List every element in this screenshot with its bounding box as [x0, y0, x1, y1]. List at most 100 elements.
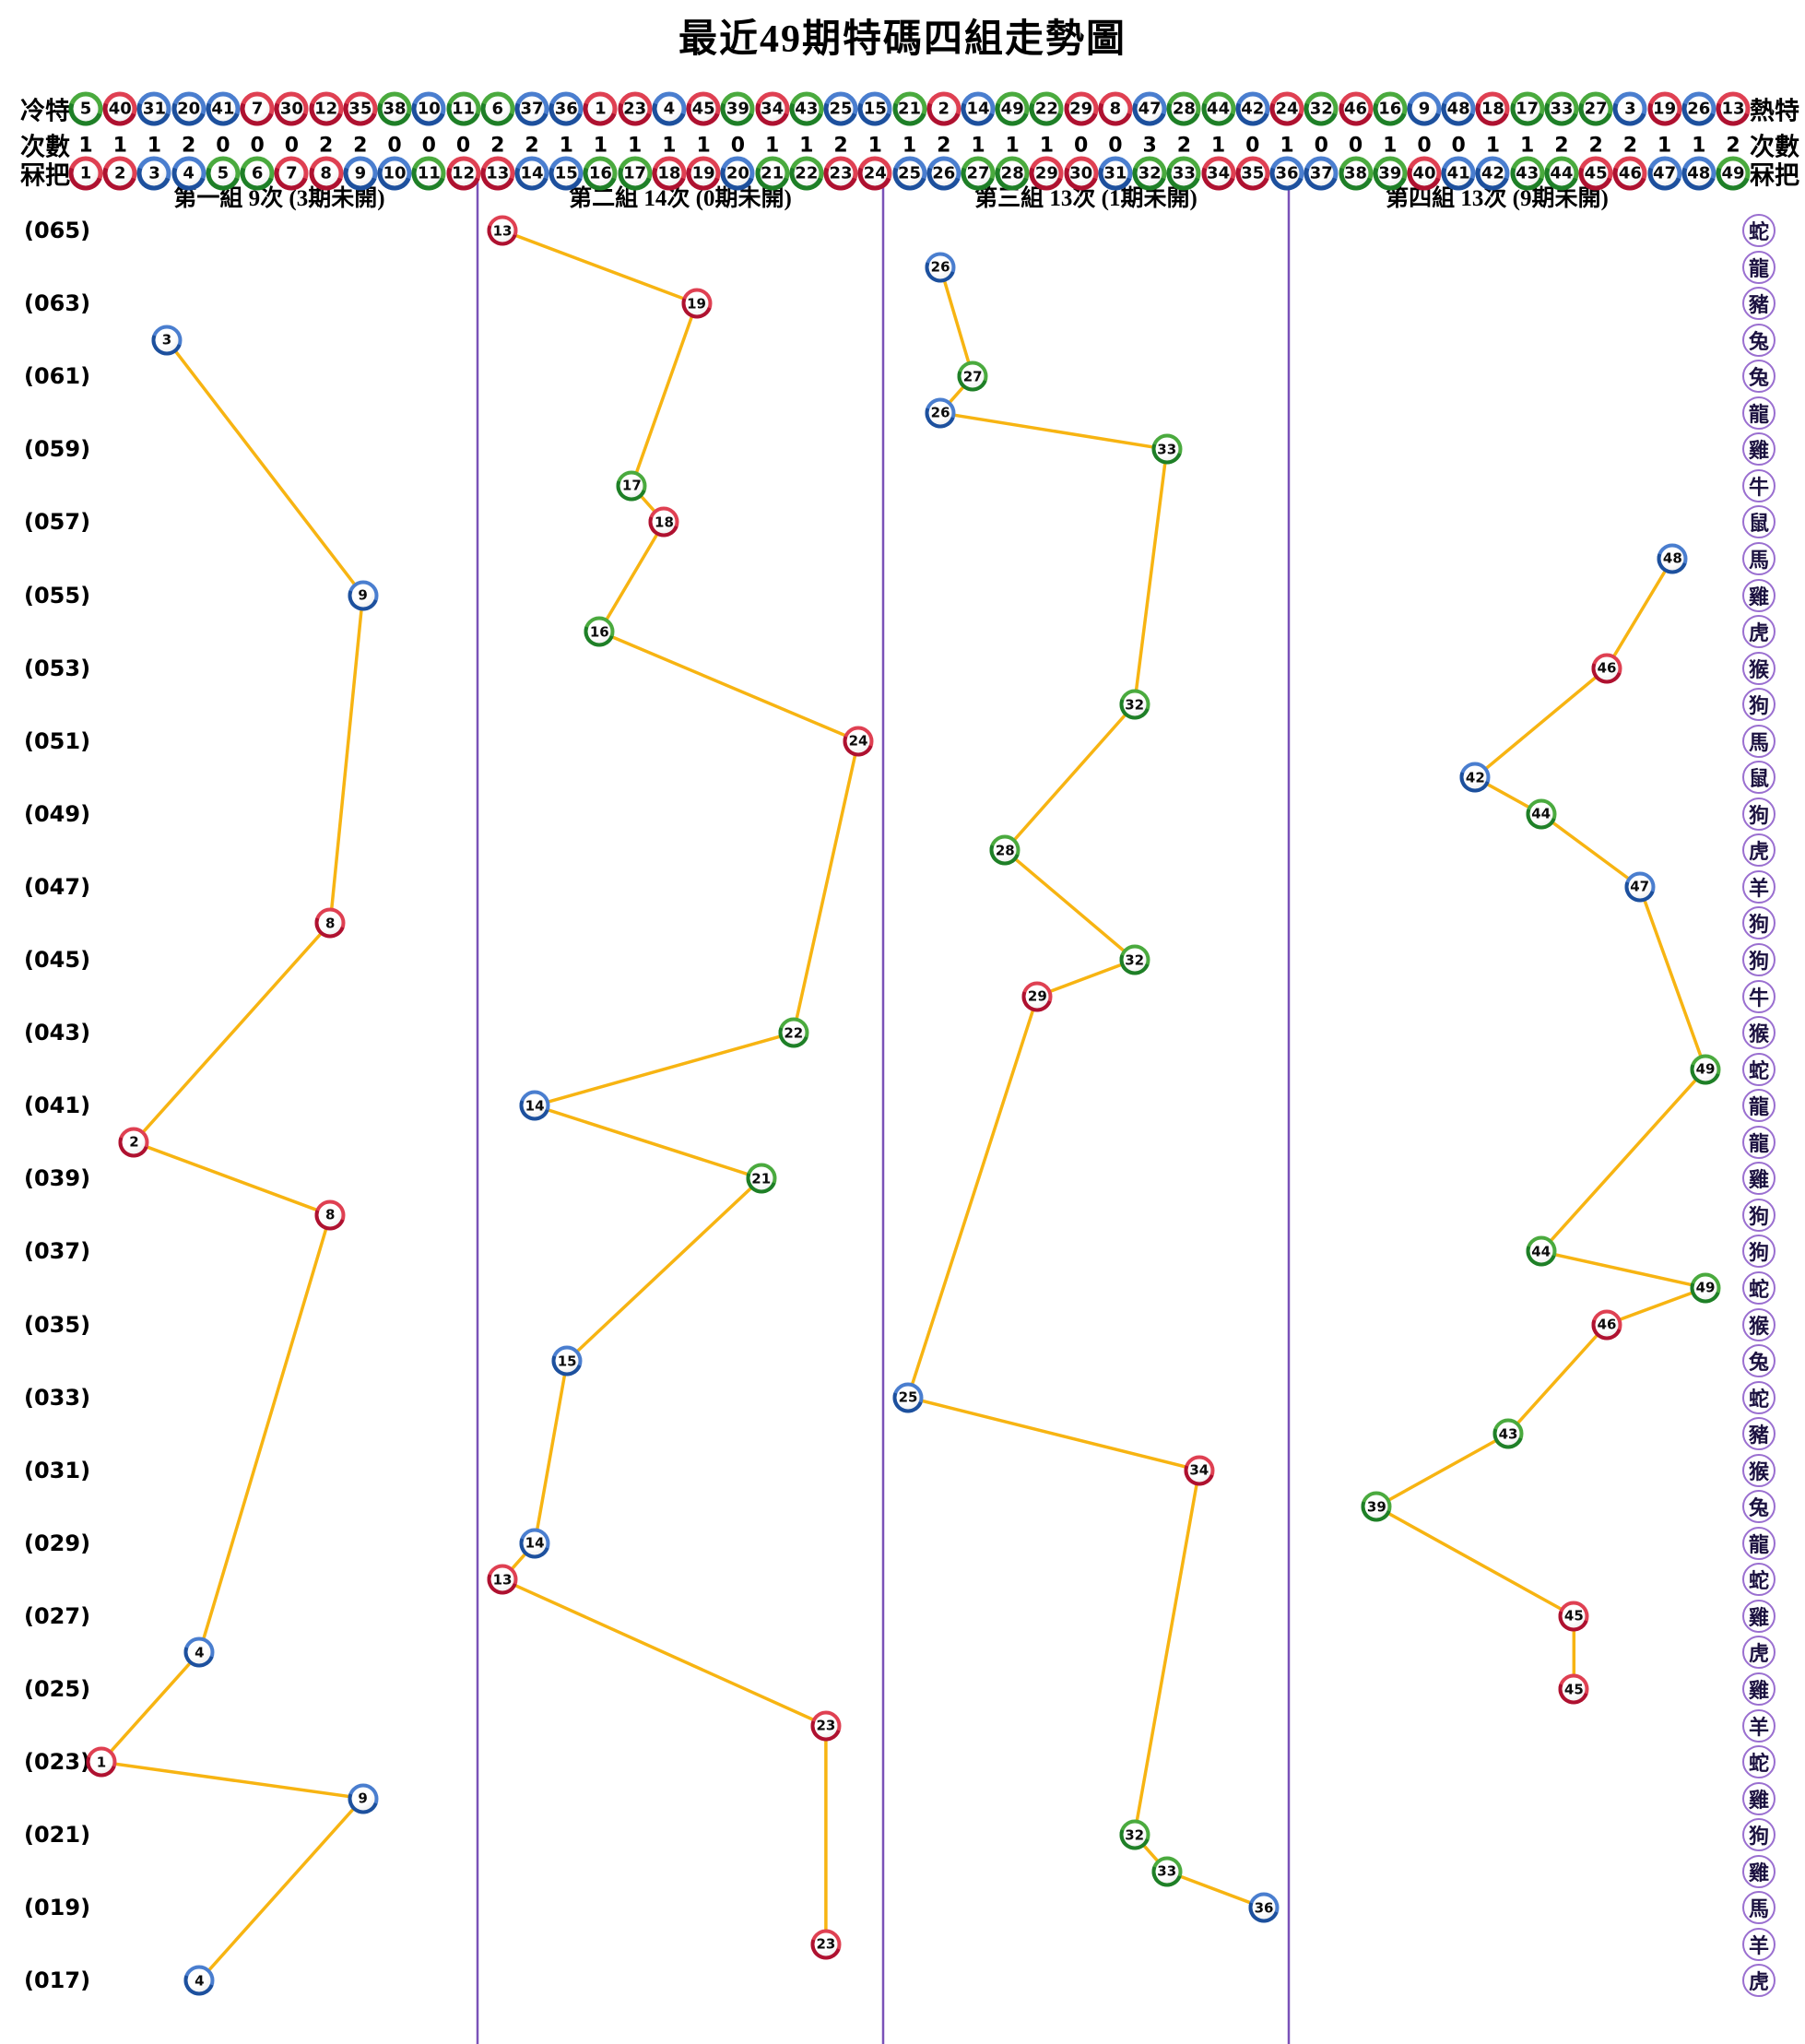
period-label: (049) [24, 800, 91, 827]
zodiac-sign: 狗 [1742, 943, 1776, 976]
zodiac-sign: 馬 [1742, 724, 1776, 758]
zodiac-sign: 雞 [1742, 1672, 1776, 1706]
count-value: 1 [799, 134, 814, 158]
zodiac-sign: 鼠 [1742, 761, 1776, 795]
draw-ball: 49 [1690, 1054, 1721, 1085]
count-value: 0 [1074, 134, 1089, 158]
draw-ball: 42 [1459, 762, 1491, 793]
count-value: 2 [1176, 134, 1192, 158]
number-ball: 42 [1475, 156, 1510, 191]
zodiac-sign: 雞 [1742, 1599, 1776, 1633]
period-label: (045) [24, 947, 91, 973]
cold-ball: 47 [1132, 91, 1167, 126]
number-ball: 33 [1166, 156, 1201, 191]
period-label: (047) [24, 873, 91, 900]
count-value: 0 [216, 134, 230, 158]
number-ball: 7 [274, 156, 309, 191]
cold-ball: 5 [68, 91, 103, 126]
number-label-left: 冧把 [20, 161, 70, 190]
zodiac-sign: 豬 [1742, 287, 1776, 321]
number-ball: 1 [68, 156, 103, 191]
period-label: (065) [24, 218, 91, 243]
zodiac-sign: 猴 [1742, 1453, 1776, 1487]
group4-title: 第四組 13次 (9期未開) [1386, 186, 1609, 211]
cold-special-label: 冷特 [20, 97, 70, 125]
cold-ball: 31 [136, 91, 171, 126]
draw-ball: 46 [1591, 653, 1622, 684]
cold-ball: 32 [1304, 91, 1339, 126]
draw-ball: 3 [151, 325, 183, 356]
draw-ball: 47 [1624, 871, 1656, 903]
draw-ball: 22 [778, 1017, 809, 1048]
number-ball: 18 [652, 156, 687, 191]
cold-ball: 40 [102, 91, 137, 126]
group3-title: 第三組 13次 (1期未開) [974, 186, 1197, 211]
zodiac-sign: 馬 [1742, 1891, 1776, 1925]
count-value: 1 [112, 134, 127, 158]
period-label: (063) [24, 290, 91, 317]
draw-ball: 34 [1184, 1455, 1215, 1486]
count-value: 1 [628, 134, 643, 158]
count-value: 2 [182, 134, 196, 158]
number-ball: 17 [618, 156, 653, 191]
zodiac-sign: 雞 [1742, 578, 1776, 612]
count-value: 1 [696, 134, 711, 158]
number-ball: 3 [136, 156, 171, 191]
cold-ball: 25 [823, 91, 858, 126]
draw-ball: 45 [1558, 1673, 1589, 1705]
number-ball: 6 [240, 156, 275, 191]
cold-ball: 45 [686, 91, 721, 126]
trend-line-group3 [906, 265, 1266, 1910]
zodiac-sign: 雞 [1742, 1162, 1776, 1196]
count-value: 0 [284, 134, 300, 158]
count-value: 0 [387, 134, 402, 158]
count-value: 1 [1210, 134, 1226, 158]
count-value: 1 [971, 134, 985, 158]
draw-ball: 27 [957, 360, 988, 392]
count-value: 1 [559, 134, 573, 158]
number-ball: 12 [446, 156, 481, 191]
zodiac-sign: 蛇 [1742, 1745, 1776, 1779]
draw-ball: 45 [1558, 1601, 1589, 1632]
number-ball: 28 [995, 156, 1030, 191]
draw-ball: 33 [1151, 1856, 1183, 1887]
zodiac-sign: 狗 [1742, 797, 1776, 831]
cold-ball: 29 [1064, 91, 1099, 126]
cold-ball: 3 [1612, 91, 1647, 126]
number-ball: 38 [1339, 156, 1373, 191]
cold-ball: 8 [1098, 91, 1133, 126]
count-value: 2 [525, 134, 539, 158]
zodiac-sign: 馬 [1742, 541, 1776, 575]
number-ball: 30 [1064, 156, 1099, 191]
number-ball: 49 [1716, 156, 1751, 191]
draw-ball: 43 [1492, 1418, 1524, 1449]
count-label-right: 次數 [1750, 133, 1799, 161]
zodiac-sign: 羊 [1742, 1927, 1776, 1961]
number-ball: 22 [789, 156, 824, 191]
number-ball: 32 [1132, 156, 1167, 191]
cold-ball: 17 [1510, 91, 1545, 126]
zodiac-sign: 狗 [1742, 1235, 1776, 1269]
zodiac-sign: 狗 [1742, 1198, 1776, 1232]
number-label-right: 冧把 [1750, 161, 1799, 190]
number-ball: 20 [720, 156, 755, 191]
draw-ball: 9 [348, 1783, 379, 1814]
cold-ball: 15 [857, 91, 892, 126]
draw-ball: 14 [519, 1528, 550, 1559]
cold-ball: 11 [446, 91, 481, 126]
period-label: (027) [24, 1602, 91, 1629]
cold-ball: 20 [171, 91, 206, 126]
cold-ball: 6 [480, 91, 515, 126]
cold-ball: 46 [1339, 91, 1373, 126]
number-ball: 14 [514, 156, 549, 191]
count-label-left: 次數 [20, 133, 70, 161]
draw-ball: 2 [118, 1127, 149, 1158]
count-value: 3 [1142, 134, 1157, 158]
cold-ball: 21 [892, 91, 927, 126]
count-value: 1 [1657, 134, 1672, 158]
count-value: 0 [250, 134, 265, 158]
cold-ball: 10 [411, 91, 446, 126]
zodiac-sign: 雞 [1742, 432, 1776, 467]
number-ball: 35 [1235, 156, 1270, 191]
count-value: 1 [662, 134, 677, 158]
